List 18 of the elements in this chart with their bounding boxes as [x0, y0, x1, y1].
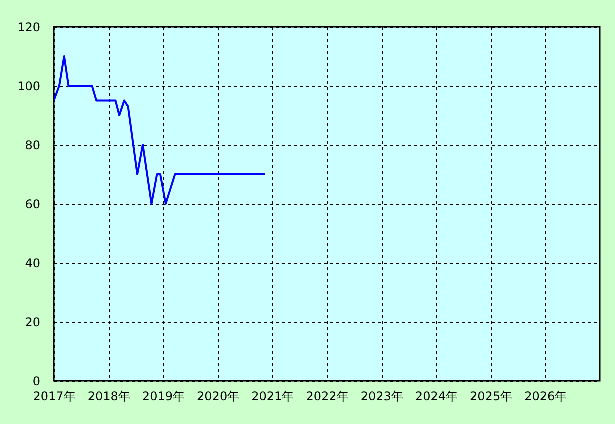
y-tick-label: 100 [18, 80, 40, 94]
y-tick-label: 20 [25, 316, 40, 330]
line-series [54, 56, 266, 205]
y-tick-label: 60 [25, 198, 40, 212]
x-tick-label: 2020年 [197, 390, 240, 404]
y-tick-label: 80 [25, 138, 40, 152]
x-tick-label: 2023年 [360, 390, 404, 404]
y-tick-label: 0 [32, 374, 40, 388]
x-tick-label: 2026年 [524, 390, 568, 404]
x-tick-label: 2024年 [415, 390, 458, 404]
x-tick-label: 2025年 [470, 390, 513, 404]
x-tick-label: 2018年 [88, 390, 130, 404]
y-tick-label: 40 [25, 256, 40, 270]
x-tick-label: 2019年 [142, 390, 185, 404]
y-tick-label: 120 [18, 20, 40, 34]
x-tick-label: 2017年 [33, 390, 76, 404]
x-tick-label: 2022年 [306, 390, 349, 404]
x-tick-label: 2021年 [252, 390, 294, 404]
